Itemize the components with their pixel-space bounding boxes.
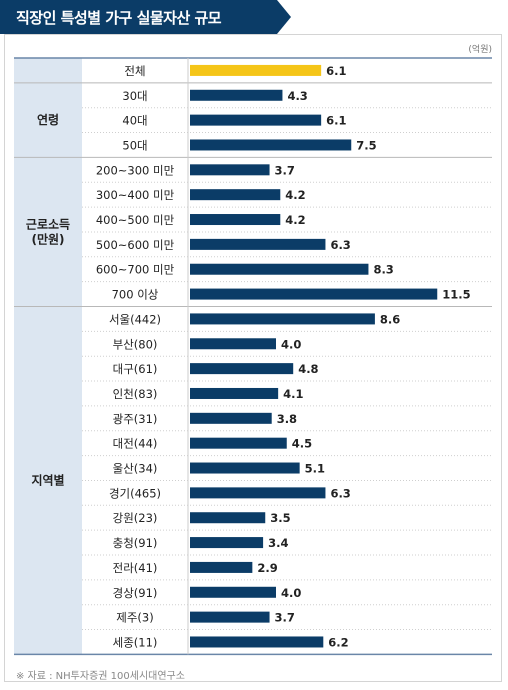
category-label: 경상(91): [113, 586, 158, 600]
category-label: 700 이상: [112, 288, 159, 302]
category-label: 300~400 미만: [96, 188, 175, 202]
value-label: 3.5: [270, 511, 290, 525]
chart-frame: [4, 34, 502, 682]
bar: [190, 412, 272, 424]
category-label: 인천(83): [113, 387, 158, 401]
value-label: 6.1: [326, 114, 346, 128]
bar: [190, 561, 253, 573]
group-cell: [14, 157, 82, 307]
value-label: 5.1: [305, 462, 325, 476]
bar: [190, 139, 352, 151]
bar: [190, 64, 322, 76]
value-label: 4.0: [281, 586, 301, 600]
category-label: 30대: [122, 89, 147, 103]
bar: [190, 437, 287, 449]
group-cell: [14, 58, 82, 83]
category-label: 200~300 미만: [96, 163, 175, 177]
bar: [190, 114, 322, 126]
bar: [190, 338, 276, 350]
unit-label: (억원): [468, 45, 492, 55]
category-label: 500~600 미만: [96, 238, 175, 252]
value-label: 7.5: [356, 138, 376, 152]
value-label: 8.3: [373, 263, 393, 277]
value-label: 4.0: [281, 337, 301, 351]
value-label: 4.2: [285, 188, 305, 202]
value-label: 2.9: [257, 561, 277, 575]
category-label: 전체: [124, 64, 145, 78]
value-label: 6.2: [328, 635, 348, 649]
value-label: 4.3: [287, 89, 307, 103]
value-label: 8.6: [380, 312, 400, 326]
bar: [190, 611, 270, 623]
bar: [190, 238, 326, 250]
category-label: 부산(80): [113, 337, 158, 351]
bar: [190, 189, 281, 201]
value-label: 4.1: [283, 387, 303, 401]
bar: [190, 636, 324, 648]
category-label: 대전(44): [113, 437, 158, 451]
category-label: 강원(23): [113, 511, 158, 525]
category-label: 400~500 미만: [96, 213, 175, 227]
value-label: 4.8: [298, 362, 318, 376]
category-label: 충청(91): [113, 536, 158, 550]
value-label: 3.7: [275, 611, 295, 625]
title-banner-shape: [0, 0, 291, 34]
category-label: 40대: [122, 114, 147, 128]
group-cell: [14, 306, 82, 655]
category-label: 세종(11): [113, 635, 158, 649]
bar: [190, 263, 369, 275]
bar: [190, 586, 276, 598]
category-label: 전라(41): [113, 561, 158, 575]
group-label: (만원): [31, 231, 64, 246]
bar: [190, 512, 266, 524]
value-label: 6.3: [330, 486, 350, 500]
bar: [190, 363, 294, 375]
category-label: 대구(61): [113, 362, 158, 376]
bar: [190, 214, 281, 226]
value-label: 3.4: [268, 536, 288, 550]
value-label: 4.2: [285, 213, 305, 227]
group-cell: [14, 82, 82, 158]
category-label: 50대: [122, 138, 147, 152]
category-label: 600~700 미만: [96, 263, 175, 277]
value-label: 3.8: [277, 412, 297, 426]
value-label: 6.3: [330, 238, 350, 252]
source-note: ※ 자료 : NH투자증권 100세시대연구소: [16, 671, 185, 682]
value-label: 3.7: [275, 163, 295, 177]
group-label: 지역별: [31, 472, 64, 487]
bar: [190, 462, 300, 474]
bar: [190, 313, 375, 325]
chart-title: 직장인 특성별 가구 실물자산 규모: [16, 9, 222, 27]
bar: [190, 537, 264, 549]
bar: [190, 164, 270, 176]
title-banner: 직장인 특성별 가구 실물자산 규모: [0, 0, 508, 34]
bar: [190, 89, 283, 101]
category-label: 서울(442): [109, 312, 161, 326]
group-label: 연령: [37, 112, 59, 127]
group-label: 근로소득: [26, 217, 70, 231]
bar: [190, 288, 438, 300]
value-label: 6.1: [326, 64, 346, 78]
value-label: 11.5: [442, 288, 470, 302]
category-label: 울산(34): [113, 462, 158, 476]
category-label: 광주(31): [113, 412, 158, 426]
value-label: 4.5: [292, 437, 312, 451]
category-label: 제주(3): [116, 611, 153, 625]
bar: [190, 487, 326, 499]
category-label: 경기(465): [109, 486, 161, 500]
bar: [190, 387, 279, 399]
